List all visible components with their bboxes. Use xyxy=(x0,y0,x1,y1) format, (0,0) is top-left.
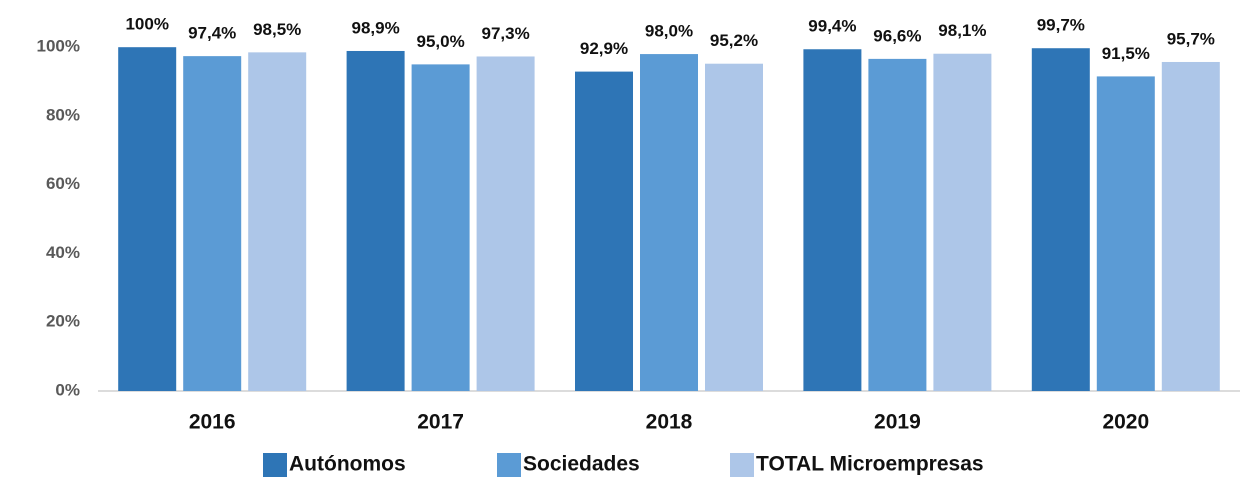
bar xyxy=(640,54,698,392)
value-label: 97,4% xyxy=(188,24,236,43)
y-tick-label: 80% xyxy=(46,105,80,124)
value-label: 96,6% xyxy=(873,26,921,45)
y-tick-label: 100% xyxy=(37,37,80,56)
y-tick-label: 0% xyxy=(55,380,80,399)
legend-label: Sociedades xyxy=(523,453,640,476)
bar xyxy=(933,53,992,391)
bar xyxy=(1161,61,1220,392)
x-tick-label: 2018 xyxy=(646,411,693,434)
bar xyxy=(346,50,405,391)
value-label: 95,0% xyxy=(416,32,464,51)
x-tick-label: 2016 xyxy=(189,411,236,434)
legend-swatch xyxy=(263,453,287,477)
value-label: 98,9% xyxy=(351,18,399,37)
legend-label: Autónomos xyxy=(289,453,406,476)
bar xyxy=(868,58,927,391)
value-label: 95,7% xyxy=(1167,29,1215,48)
value-label: 98,1% xyxy=(938,21,986,40)
x-tick-label: 2020 xyxy=(1102,411,1149,434)
bar xyxy=(1031,48,1090,392)
bar xyxy=(248,52,307,391)
value-label: 100% xyxy=(125,15,168,34)
legend-swatch xyxy=(730,453,754,477)
bar xyxy=(476,56,535,392)
bar xyxy=(411,64,470,391)
legend-label: TOTAL Microempresas xyxy=(756,453,984,476)
value-label: 97,3% xyxy=(481,24,529,43)
x-tick-label: 2019 xyxy=(874,411,921,434)
value-label: 98,0% xyxy=(645,22,693,41)
bar xyxy=(1096,76,1155,392)
y-tick-label: 60% xyxy=(46,174,80,193)
value-label: 95,2% xyxy=(710,31,758,50)
value-label: 99,4% xyxy=(808,17,856,36)
bar xyxy=(183,56,242,392)
value-label: 98,5% xyxy=(253,20,301,39)
bar xyxy=(575,71,633,391)
y-tick-label: 40% xyxy=(46,243,80,262)
value-label: 92,9% xyxy=(580,39,628,58)
bar xyxy=(803,49,862,392)
value-label: 99,7% xyxy=(1037,16,1085,35)
x-tick-label: 2017 xyxy=(417,411,464,434)
legend-swatch xyxy=(497,453,521,477)
value-label: 91,5% xyxy=(1102,44,1150,63)
bar xyxy=(118,47,177,391)
y-tick-label: 20% xyxy=(46,312,80,331)
bar xyxy=(705,63,763,392)
